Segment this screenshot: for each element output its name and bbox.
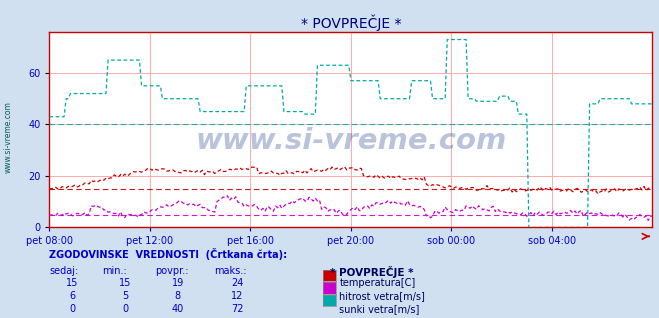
Text: 5: 5: [122, 291, 129, 301]
Text: www.si-vreme.com: www.si-vreme.com: [195, 127, 507, 155]
Text: 40: 40: [172, 304, 184, 314]
Text: ZGODOVINSKE  VREDNOSTI  (Črtkana črta):: ZGODOVINSKE VREDNOSTI (Črtkana črta):: [49, 248, 287, 260]
Text: 72: 72: [231, 304, 243, 314]
Text: 6: 6: [69, 291, 76, 301]
Text: * POVPREČJE *: * POVPREČJE *: [330, 266, 413, 278]
Text: temperatura[C]: temperatura[C]: [339, 278, 416, 288]
Text: 15: 15: [67, 278, 78, 288]
Text: 8: 8: [175, 291, 181, 301]
Text: 12: 12: [231, 291, 243, 301]
Text: 19: 19: [172, 278, 184, 288]
Text: 24: 24: [231, 278, 243, 288]
Text: www.si-vreme.com: www.si-vreme.com: [4, 101, 13, 173]
Text: sedaj:: sedaj:: [49, 266, 78, 275]
Text: 0: 0: [122, 304, 129, 314]
Text: povpr.:: povpr.:: [155, 266, 188, 275]
Text: min.:: min.:: [102, 266, 127, 275]
Text: maks.:: maks.:: [214, 266, 246, 275]
Text: 0: 0: [69, 304, 76, 314]
Text: 15: 15: [119, 278, 131, 288]
Text: sunki vetra[m/s]: sunki vetra[m/s]: [339, 304, 420, 314]
Title: * POVPREČJE *: * POVPREČJE *: [301, 14, 401, 31]
Text: hitrost vetra[m/s]: hitrost vetra[m/s]: [339, 291, 425, 301]
